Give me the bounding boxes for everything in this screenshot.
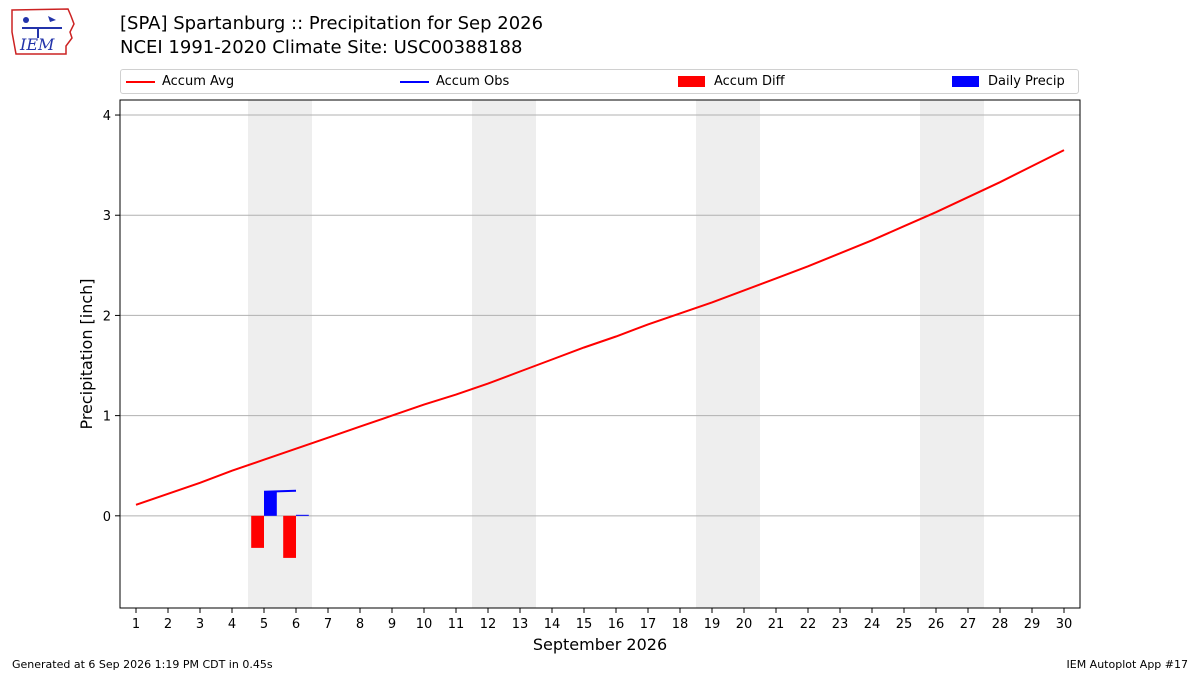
logo-text: IEM — [19, 35, 55, 54]
x-tick-label: 19 — [704, 617, 721, 632]
x-tick-label: 7 — [324, 617, 332, 632]
x-axis-label: September 2026 — [533, 635, 667, 654]
x-tick-label: 29 — [1024, 617, 1041, 632]
iem-logo: IEM — [8, 6, 80, 60]
x-tick-label: 11 — [448, 617, 465, 632]
y-tick-label: 2 — [103, 309, 111, 324]
x-tick-label: 4 — [228, 617, 236, 632]
x-tick-label: 20 — [736, 617, 753, 632]
weekend-band — [696, 100, 760, 608]
weekend-band — [920, 100, 984, 608]
plot-frame — [119, 99, 1081, 609]
x-tick-label: 17 — [640, 617, 657, 632]
legend-label-daily-precip: Daily Precip — [988, 74, 1065, 89]
x-tick-label: 15 — [576, 617, 593, 632]
y-tick-label: 1 — [103, 410, 111, 425]
x-tick-label: 26 — [928, 617, 945, 632]
legend-swatch-accum-diff — [678, 76, 705, 87]
x-tick-label: 14 — [544, 617, 561, 632]
generated-timestamp: Generated at 6 Sep 2026 1:19 PM CDT in 0… — [12, 658, 273, 671]
legend-swatch-daily-precip — [952, 76, 979, 87]
x-tick-label: 24 — [864, 617, 881, 632]
legend-label-accum-diff: Accum Diff — [714, 74, 785, 89]
y-axis-label: Precipitation [inch] — [77, 278, 96, 429]
weekend-band — [472, 100, 536, 608]
x-tick-label: 1 — [132, 617, 140, 632]
x-tick-label: 16 — [608, 617, 625, 632]
x-tick-label: 21 — [768, 617, 785, 632]
x-tick-label: 27 — [960, 617, 977, 632]
accum-diff-bar — [251, 515, 264, 548]
legend: Accum Avg Accum Obs Accum Diff Daily Pre… — [120, 69, 1079, 94]
chart-title: [SPA] Spartanburg :: Precipitation for S… — [120, 13, 544, 34]
legend-swatch-accum-obs — [400, 81, 429, 83]
x-tick-label: 30 — [1056, 617, 1073, 632]
x-tick-label: 13 — [512, 617, 529, 632]
daily-precip-bar — [264, 491, 277, 516]
x-tick-label: 22 — [800, 617, 817, 632]
x-tick-label: 25 — [896, 617, 913, 632]
x-tick-label: 9 — [388, 617, 396, 632]
x-tick-label: 18 — [672, 617, 689, 632]
x-tick-label: 3 — [196, 617, 204, 632]
x-tick-label: 23 — [832, 617, 849, 632]
y-tick-label: 4 — [103, 109, 111, 124]
legend-label-accum-obs: Accum Obs — [436, 74, 510, 89]
x-tick-label: 2 — [164, 617, 172, 632]
x-tick-label: 6 — [292, 617, 300, 632]
legend-label-accum-avg: Accum Avg — [162, 74, 235, 89]
x-tick-label: 12 — [480, 617, 497, 632]
x-tick-label: 5 — [260, 617, 268, 632]
y-tick-label: 0 — [103, 510, 111, 525]
x-tick-label: 8 — [356, 617, 364, 632]
accum-avg-line — [135, 149, 1065, 506]
iem-iowa-logo-icon: IEM — [11, 8, 75, 55]
app-label: IEM Autoplot App #17 — [1066, 658, 1189, 671]
accum-diff-bar — [283, 515, 296, 558]
legend-swatch-accum-avg — [126, 81, 155, 83]
daily-precip-bar — [296, 514, 309, 516]
x-tick-label: 10 — [416, 617, 433, 632]
chart-subtitle: NCEI 1991-2020 Climate Site: USC00388188 — [120, 37, 523, 58]
x-tick-label: 28 — [992, 617, 1009, 632]
accum-obs-line — [263, 489, 297, 493]
y-tick-label: 3 — [103, 209, 111, 224]
